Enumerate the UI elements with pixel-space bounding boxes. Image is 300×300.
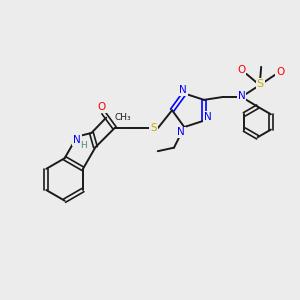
- Text: CH₃: CH₃: [114, 113, 131, 122]
- Text: O: O: [98, 102, 106, 112]
- Text: S: S: [257, 79, 264, 89]
- Text: H: H: [80, 142, 87, 151]
- Text: O: O: [276, 67, 284, 77]
- Text: N: N: [178, 128, 185, 137]
- Text: N: N: [238, 91, 245, 101]
- Text: O: O: [237, 65, 245, 75]
- Text: N: N: [179, 85, 187, 95]
- Text: N: N: [204, 112, 212, 122]
- Text: S: S: [150, 123, 157, 133]
- Text: N: N: [73, 135, 81, 145]
